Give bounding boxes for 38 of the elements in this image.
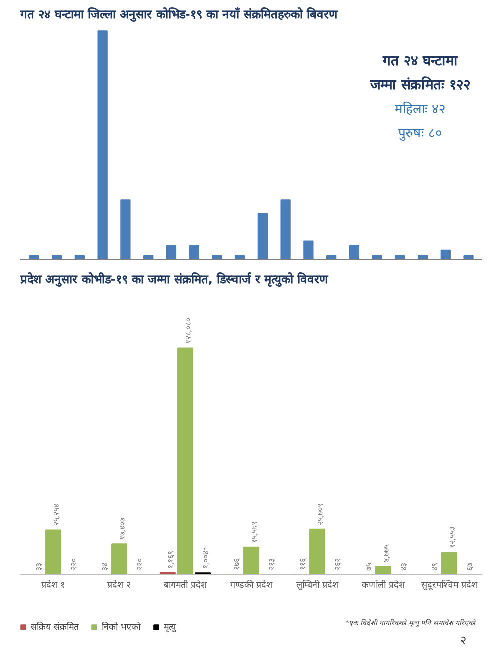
data-label: १७,४०७: [118, 518, 127, 540]
data-label: १२८,०८०: [184, 318, 193, 344]
annotation: महिलाः ४२: [394, 102, 446, 118]
x-tick-label: कर्णाली प्रदेश: [362, 578, 406, 591]
data-label: ४९: [430, 562, 440, 571]
data-label: १५,५६९: [250, 521, 259, 544]
annotation: पुरुषः ८०: [398, 126, 443, 142]
data-label: २२०: [136, 558, 145, 571]
chart-title: गत २४ घन्टामा जिल्ला अनुसार कोभिड-१९ का नयाँ संक्रमितहरुको बिवरण: [20, 8, 340, 22]
data-label: ३४: [100, 562, 110, 571]
x-tick-label: प्रदेश १: [42, 578, 66, 591]
data-label: ४३: [400, 562, 409, 571]
data-label: २५,२५४: [52, 504, 61, 526]
data-label: २५,७०९: [316, 503, 325, 526]
x-tick-label: गण्डकी प्रदेश: [230, 578, 274, 591]
data-label: ६७: [466, 562, 475, 571]
data-label: २१३: [268, 558, 277, 571]
x-tick-label: बागमती प्रदेश: [164, 578, 208, 591]
text: २: [460, 634, 466, 648]
data-label: १,००४*: [202, 547, 211, 570]
data-label: ३३: [34, 562, 44, 571]
legend-label: निको भएको: [102, 621, 141, 633]
data-label: २२०: [70, 558, 79, 571]
legend-label: सक्रिय संक्रमित: [31, 621, 79, 633]
data-label: १,१६९: [166, 550, 176, 569]
x-tick-label: प्रदेश २: [108, 578, 132, 591]
annotation: गत २४ घन्टामा: [382, 54, 459, 70]
data-label: ११६: [298, 558, 308, 571]
data-label: ७५: [364, 562, 374, 571]
data-label: ४,७७५: [382, 544, 391, 562]
x-tick-label: लुम्बिनी प्रदेश: [296, 578, 340, 591]
data-label: १२,५५३: [448, 526, 457, 549]
data-label: १७६: [232, 558, 242, 571]
data-label: २६२: [334, 558, 343, 570]
annotation: जम्मा संक्रमितः १२२: [370, 76, 470, 94]
x-tick-label: सुदूरपश्चिम प्रदेश: [422, 578, 478, 591]
chart-title: प्रदेश अनुसार कोभीड-१९ का जम्मा संक्रमित, डिस्चार्ज र मृत्युको विवरण: [20, 272, 330, 288]
legend-label: मृत्यु: [164, 622, 178, 633]
